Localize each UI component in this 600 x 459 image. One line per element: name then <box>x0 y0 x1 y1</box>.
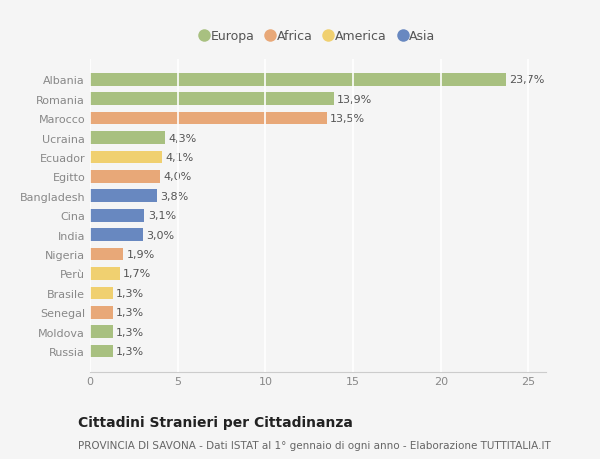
Bar <box>90 345 113 358</box>
Bar <box>90 268 120 280</box>
Bar <box>90 132 166 145</box>
Legend: Europa, Africa, America, Asia: Europa, Africa, America, Asia <box>196 25 440 48</box>
Text: 3,8%: 3,8% <box>160 191 188 202</box>
Text: 4,1%: 4,1% <box>166 153 194 162</box>
Text: Cittadini Stranieri per Cittadinanza: Cittadini Stranieri per Cittadinanza <box>78 415 353 429</box>
Text: 1,7%: 1,7% <box>124 269 152 279</box>
Bar <box>90 325 113 338</box>
Text: 3,1%: 3,1% <box>148 211 176 221</box>
Bar <box>90 171 160 183</box>
Text: 13,5%: 13,5% <box>330 114 365 124</box>
Bar <box>90 112 327 125</box>
Bar <box>90 306 113 319</box>
Bar <box>90 287 113 300</box>
Bar <box>90 190 157 203</box>
Bar <box>90 248 124 261</box>
Text: 23,7%: 23,7% <box>509 75 545 85</box>
Text: 4,3%: 4,3% <box>169 133 197 143</box>
Text: 1,9%: 1,9% <box>127 250 155 259</box>
Text: 1,3%: 1,3% <box>116 347 145 356</box>
Bar <box>90 229 143 241</box>
Bar <box>90 209 145 222</box>
Text: PROVINCIA DI SAVONA - Dati ISTAT al 1° gennaio di ogni anno - Elaborazione TUTTI: PROVINCIA DI SAVONA - Dati ISTAT al 1° g… <box>78 440 551 450</box>
Text: 3,0%: 3,0% <box>146 230 174 240</box>
Bar <box>90 151 162 164</box>
Text: 13,9%: 13,9% <box>337 95 373 105</box>
Bar <box>90 74 506 86</box>
Bar <box>90 93 334 106</box>
Text: 1,3%: 1,3% <box>116 288 145 298</box>
Text: 4,0%: 4,0% <box>164 172 192 182</box>
Text: 1,3%: 1,3% <box>116 308 145 318</box>
Text: 1,3%: 1,3% <box>116 327 145 337</box>
